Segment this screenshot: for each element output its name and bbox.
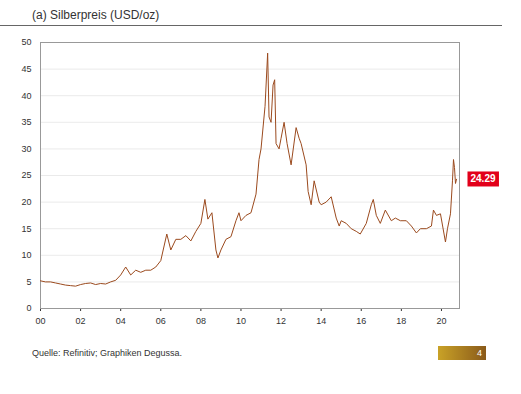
- html-text:(a) Silberpreis (USD/oz): (a) Silberpreis (USD/oz): [32, 8, 160, 22]
- svg-text:02: 02: [76, 316, 86, 326]
- svg-text:04: 04: [116, 316, 126, 326]
- svg-text:08: 08: [196, 316, 206, 326]
- svg-text:00: 00: [35, 316, 45, 326]
- svg-text:0: 0: [26, 303, 31, 313]
- html-text:Quelle: Refinitiv; Graphiken D: Quelle: Refinitiv; Graphiken Degussa.: [32, 348, 183, 358]
- svg-text:40: 40: [21, 91, 31, 101]
- html-text:4: 4: [477, 348, 482, 358]
- svg-text:45: 45: [21, 64, 31, 74]
- svg-text:25: 25: [21, 170, 31, 180]
- svg-text:18: 18: [396, 316, 406, 326]
- svg-text:24.29: 24.29: [470, 173, 495, 184]
- svg-text:30: 30: [21, 144, 31, 154]
- svg-text:5: 5: [26, 277, 31, 287]
- svg-text:16: 16: [356, 316, 366, 326]
- svg-text:12: 12: [276, 316, 286, 326]
- svg-text:15: 15: [21, 224, 31, 234]
- svg-text:35: 35: [21, 117, 31, 127]
- svg-text:14: 14: [316, 316, 326, 326]
- svg-text:10: 10: [21, 250, 31, 260]
- svg-text:06: 06: [156, 316, 166, 326]
- svg-text:50: 50: [21, 37, 31, 47]
- svg-text:20: 20: [21, 197, 31, 207]
- svg-text:20: 20: [436, 316, 446, 326]
- svg-text:10: 10: [236, 316, 246, 326]
